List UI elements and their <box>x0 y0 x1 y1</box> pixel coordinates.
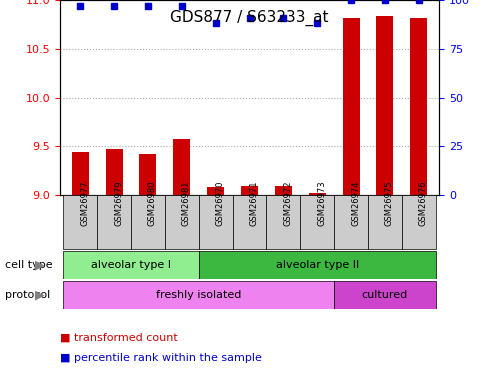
FancyBboxPatch shape <box>300 195 334 249</box>
FancyBboxPatch shape <box>233 195 266 249</box>
Text: GSM26975: GSM26975 <box>385 180 394 226</box>
Text: cell type: cell type <box>5 260 52 270</box>
Bar <box>106 149 123 195</box>
Bar <box>72 152 89 195</box>
FancyBboxPatch shape <box>334 281 436 309</box>
Text: freshly isolated: freshly isolated <box>156 290 242 300</box>
Text: alveolar type I: alveolar type I <box>91 260 171 270</box>
FancyBboxPatch shape <box>199 195 233 249</box>
Text: GSM26976: GSM26976 <box>419 180 428 226</box>
Text: GDS877 / S63233_at: GDS877 / S63233_at <box>170 9 329 26</box>
FancyBboxPatch shape <box>368 195 402 249</box>
FancyBboxPatch shape <box>266 195 300 249</box>
Bar <box>241 186 258 195</box>
Bar <box>376 16 393 195</box>
FancyBboxPatch shape <box>199 251 436 279</box>
Bar <box>343 18 360 195</box>
Text: GSM26973: GSM26973 <box>317 180 326 226</box>
FancyBboxPatch shape <box>63 195 97 249</box>
Text: GSM26970: GSM26970 <box>216 180 225 226</box>
Text: ■ percentile rank within the sample: ■ percentile rank within the sample <box>60 353 262 363</box>
Text: alveolar type II: alveolar type II <box>275 260 359 270</box>
Bar <box>410 18 427 195</box>
Text: protocol: protocol <box>5 290 50 300</box>
Bar <box>173 140 190 195</box>
Text: GSM26980: GSM26980 <box>148 180 157 226</box>
Text: cultured: cultured <box>362 290 408 300</box>
Text: GSM26977: GSM26977 <box>80 180 89 226</box>
FancyBboxPatch shape <box>63 281 334 309</box>
Bar <box>139 154 156 195</box>
Text: GSM26971: GSM26971 <box>250 180 258 226</box>
FancyBboxPatch shape <box>63 251 199 279</box>
Text: ▶: ▶ <box>35 259 45 272</box>
FancyBboxPatch shape <box>334 195 368 249</box>
FancyBboxPatch shape <box>165 195 199 249</box>
Bar <box>309 193 326 195</box>
Text: ▶: ▶ <box>35 289 45 302</box>
FancyBboxPatch shape <box>402 195 436 249</box>
Bar <box>275 186 292 195</box>
Bar <box>207 187 224 195</box>
Text: GSM26974: GSM26974 <box>351 180 360 226</box>
Text: GSM26972: GSM26972 <box>283 180 292 226</box>
FancyBboxPatch shape <box>131 195 165 249</box>
Text: GSM26981: GSM26981 <box>182 180 191 226</box>
Text: GSM26979: GSM26979 <box>114 180 123 226</box>
FancyBboxPatch shape <box>97 195 131 249</box>
Text: ■ transformed count: ■ transformed count <box>60 333 178 342</box>
